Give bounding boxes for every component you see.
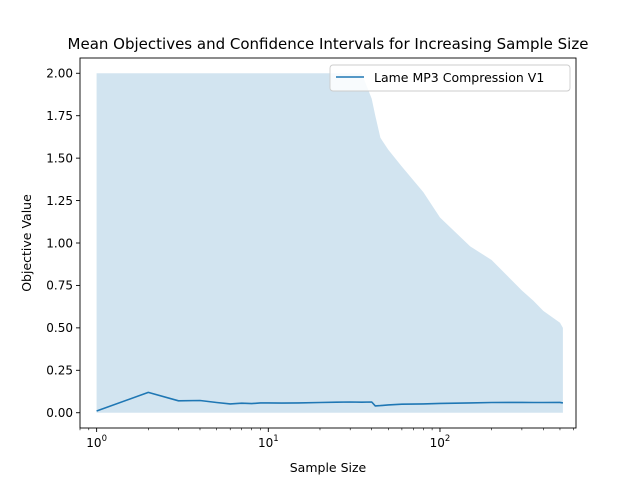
x-tick-label: 100 [86,434,107,450]
chart-title: Mean Objectives and Confidence Intervals… [68,35,589,53]
y-tick-label: 1.25 [46,194,73,208]
y-tick-label: 0.75 [46,279,73,293]
y-tick-label: 2.00 [46,67,73,81]
mean-line [96,391,564,412]
x-tick-label: 102 [430,434,451,450]
confidence-interval-band [96,73,563,413]
legend-box [329,64,571,92]
legend-label: Lame MP3 Compression V1 [374,70,544,85]
x-axis-label: Sample Size [290,460,367,475]
y-tick-label: 1.75 [46,109,73,123]
y-axis-label: Objective Value [19,194,34,292]
y-tick-label: 0.50 [46,321,73,335]
y-axis-ticks: 0.00 0.25 0.50 0.75 1.00 1.25 1.50 1.75 2.00 [46,67,80,420]
legend: Lame MP3 Compression V1 [329,64,571,92]
y-tick-label: 1.50 [46,151,73,165]
x-axis-minor-ticks [79,428,574,431]
y-tick-label: 0.25 [46,364,73,378]
plot-area [96,73,564,413]
y-tick-label: 1.00 [46,236,73,250]
x-tick-label: 101 [258,434,279,450]
y-tick-label: 0.00 [46,406,73,420]
x-axis-ticks: 100 101 102 [86,428,450,450]
